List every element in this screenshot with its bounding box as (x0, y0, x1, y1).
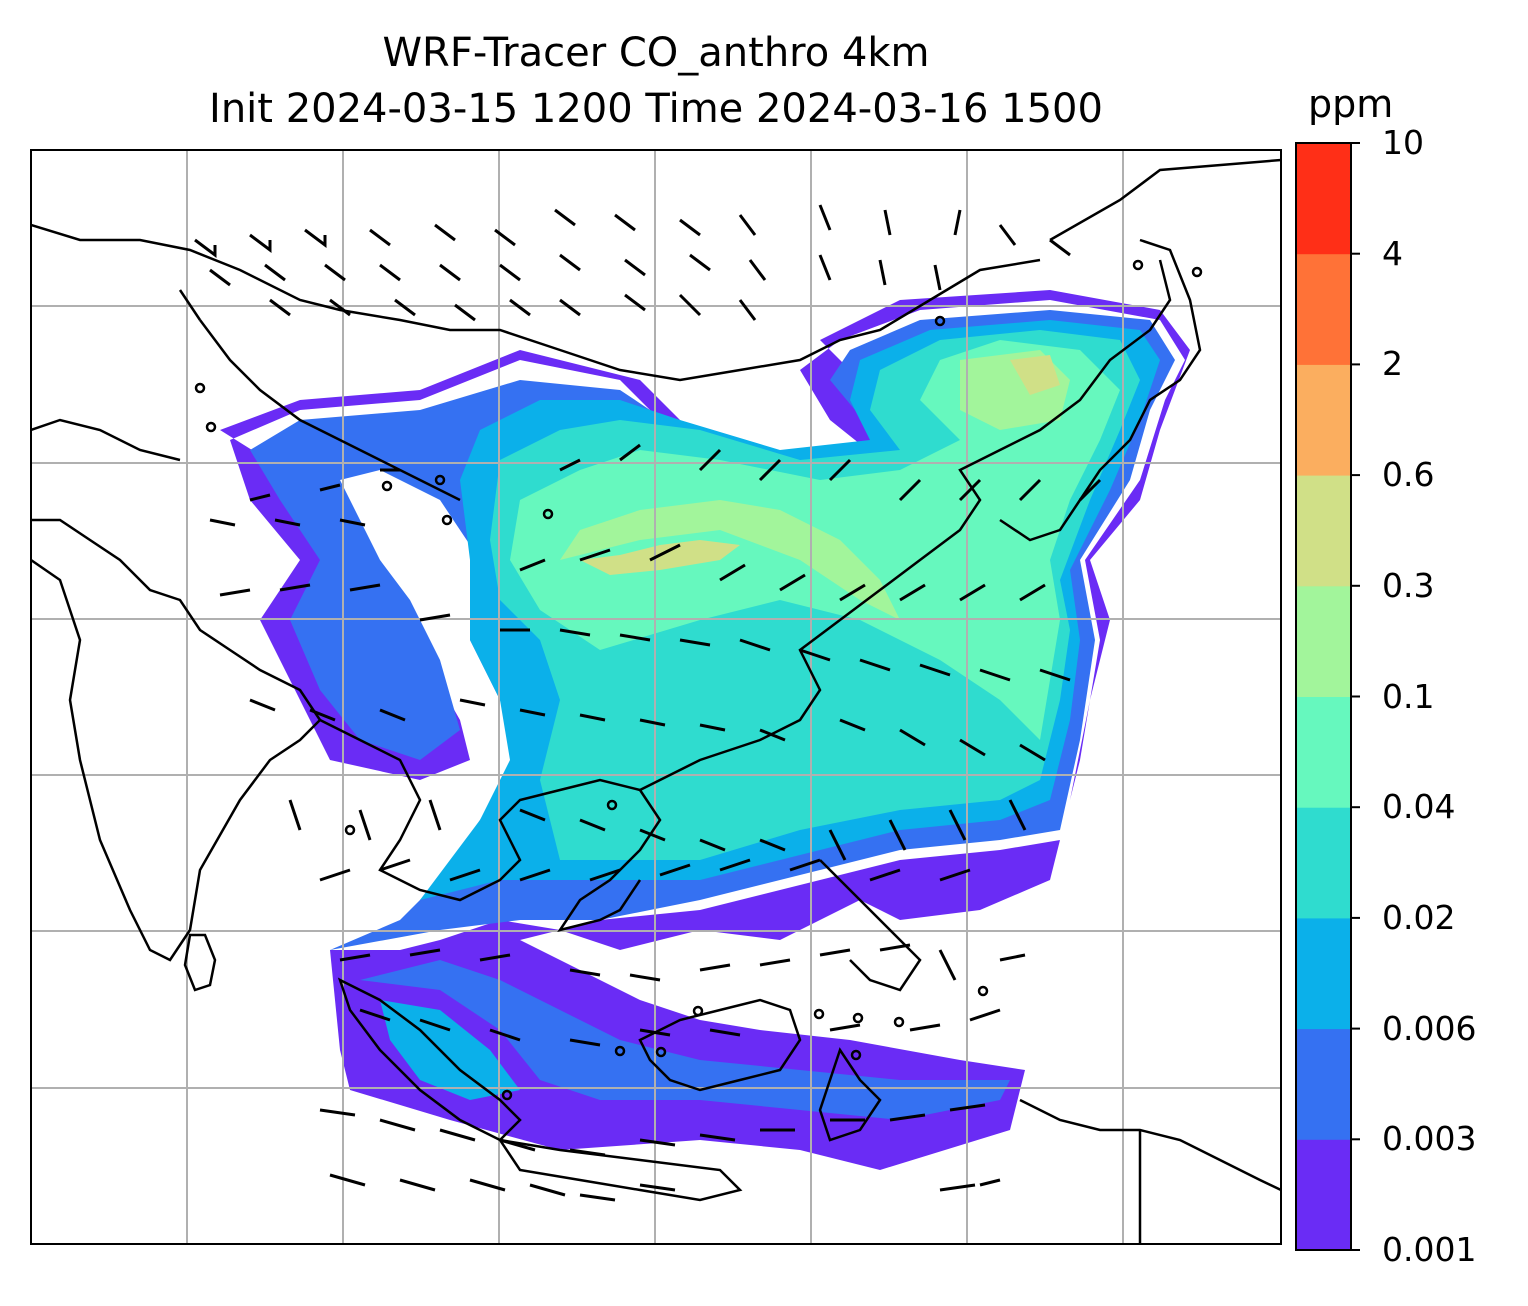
coastline-newguinea (1019, 1098, 1281, 1192)
colorbar-swatch (1296, 917, 1351, 1030)
colorbar-tick-label: 0.001 (1382, 1230, 1477, 1269)
coastline-borneo (638, 998, 802, 1092)
colorbar-tick-label: 0.02 (1382, 897, 1456, 937)
coastline-philippines (819, 859, 922, 992)
borders-inland-2 (199, 319, 461, 502)
map-title-line-1: WRF-Tracer CO_anthro 4km (382, 30, 930, 76)
wind-barb-row-1 (194, 204, 1071, 258)
tracer-plume-max (580, 355, 1060, 575)
colorbar-swatch (1296, 807, 1351, 919)
coastline-india (31, 518, 322, 962)
colorbar-tick-label: 0.3 (1382, 565, 1435, 605)
wind-barb-row-4 (249, 443, 1102, 502)
colorbar-tick-label: 0.003 (1382, 1119, 1477, 1159)
wind-barbs (194, 204, 1203, 1202)
tracer-plume-outer (220, 290, 1190, 1170)
map-title-line-2: Init 2024-03-15 1200 Time 2024-03-16 150… (209, 86, 1103, 132)
map-gridlines (31, 150, 1281, 1244)
wind-barb-row-11 (359, 1008, 1001, 1047)
coastline-korea-japan (999, 238, 1202, 542)
colorbar-tick-label: 0.1 (1382, 676, 1435, 716)
colorbar-tick-label: 0.006 (1382, 1008, 1477, 1048)
colorbar-swatches (1296, 143, 1351, 1251)
colorbar-tick-label: 10 (1382, 123, 1424, 162)
wind-barb-row-5 (209, 518, 1046, 602)
colorbar-swatch (1296, 475, 1351, 587)
wind-barb-row-2 (209, 253, 942, 291)
wind-barb-row-12 (319, 1103, 986, 1157)
wind-barb-row-7 (249, 698, 1046, 762)
colorbar-unit-label: ppm (1308, 82, 1394, 126)
colorbar-swatch (1296, 253, 1351, 365)
coastline-north (1049, 158, 1281, 242)
colorbar-tick-label: 2 (1382, 344, 1403, 384)
wind-calm-circles (194, 259, 1203, 1101)
coastline-sumatra (337, 977, 522, 1142)
colorbar-swatch (1296, 364, 1351, 476)
wind-barb-row-13 (329, 1173, 1001, 1202)
wind-barb-row-6 (219, 583, 1071, 682)
map-frame (30, 149, 1282, 1245)
colorbar-swatch (1296, 696, 1351, 808)
colorbar-tick-label: 0.04 (1382, 787, 1456, 827)
tracer-south-band (360, 960, 1010, 1120)
colorbar-swatch (1296, 585, 1351, 697)
wind-barb-row-10 (339, 943, 1026, 982)
colorbar-swatch (1296, 1139, 1351, 1251)
colorbar-tick-label: 0.6 (1382, 455, 1435, 495)
tracer-plume-peak (560, 350, 1070, 620)
colorbar-swatch (1296, 143, 1351, 255)
wind-barb-row-9 (319, 858, 971, 882)
colorbar-tick-label: 4 (1382, 233, 1403, 273)
coastline-indochina (319, 718, 662, 932)
coastline-sulawesi (818, 1047, 882, 1142)
wind-barb-row-3 (269, 293, 757, 322)
borders-inland (31, 223, 1041, 382)
wind-barb-row-8 (288, 799, 1027, 861)
coastlines (31, 158, 1281, 1244)
borders-inland-3 (31, 289, 202, 462)
colorbar-swatch (1296, 1028, 1351, 1140)
coastline-srilanka (183, 933, 217, 992)
colorbar-ticks (1351, 142, 1360, 1251)
coastline-china (639, 259, 1172, 792)
